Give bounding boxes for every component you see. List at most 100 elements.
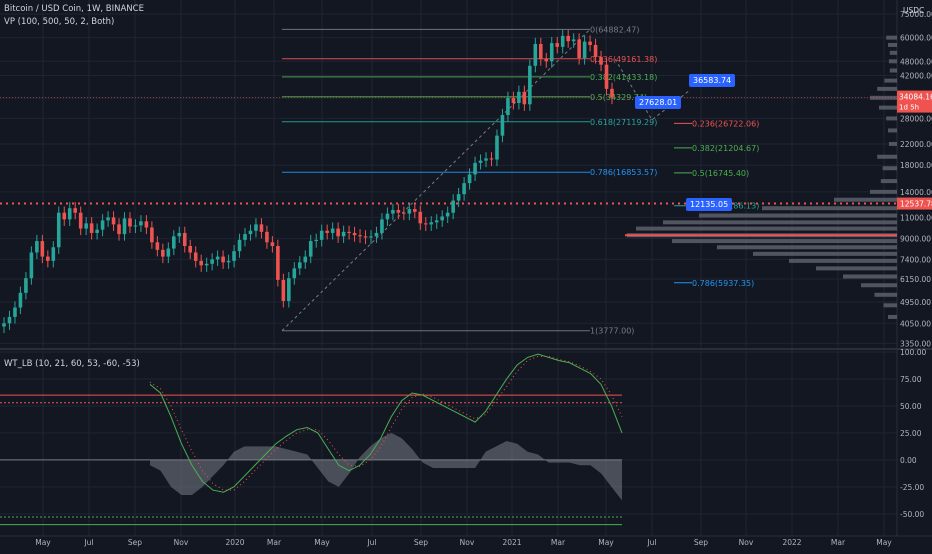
candle-26 [144,221,149,228]
candle-69 [380,219,384,233]
time-tick-7: Jul [366,538,376,547]
fib-label-0: 0(64882.47) [590,25,640,34]
price-tick-3: 42000.00 [900,71,932,80]
candle-98 [538,44,543,60]
fib-label-4: 0.618(27119.29) [590,118,657,127]
candle-41 [226,260,231,263]
candle-36 [199,260,203,266]
candle-39 [215,256,220,260]
candle-4 [24,278,28,293]
candle-73 [402,212,406,214]
candle-65 [358,235,362,237]
osc-tick-5: -25.00 [900,483,924,492]
candle-32 [177,232,182,237]
price-tick-0: 75000.00 [900,10,932,19]
candle-16 [89,223,94,233]
candle-68 [374,232,379,237]
time-tick-2: Sep [128,538,142,547]
candle-79 [434,220,439,223]
volume-profile-label[interactable]: VP (100, 500, 50, 2, Both) [4,17,115,27]
projection-badge-3[interactable]: 12135.05 [686,198,733,211]
price-tick-10: 11000.00 [900,213,932,222]
candle-44 [243,234,247,240]
time-tick-18: May [876,538,892,547]
price-tick-12: 7400.00 [900,255,931,264]
fib-label-6: 1(3777.00) [590,327,634,336]
vp-bar-12 [877,154,897,159]
vp-bar-0 [886,35,897,40]
candle-22 [122,218,127,235]
time-tick-3: Nov [174,538,189,547]
candle-97 [533,44,538,66]
candle-40 [221,256,225,263]
fib-ext-label-1: 0.382(21204.67) [692,144,759,153]
candle-89 [489,158,494,160]
vp-bar-25 [789,258,897,263]
volume-profile [627,35,897,319]
candle-58 [319,230,324,240]
candle-45 [248,230,253,235]
candle-72 [396,209,401,213]
vp-bar-10 [888,128,897,133]
symbol-title[interactable]: Bitcoin / USD Coin, 1W, BINANCE [4,4,144,14]
time-tick-16: 2022 [782,538,801,547]
vp-bar-11 [888,141,897,146]
vp-bar-1 [888,42,897,47]
projection-badge-2[interactable]: 27628.01 [635,96,682,109]
candle-91 [500,115,505,136]
current-price-tag-box [897,90,932,113]
candle-30 [166,248,171,257]
time-tick-14: Sep [694,538,708,547]
candle-47 [259,224,264,232]
candle-20 [111,217,116,225]
vp-bar-30 [883,303,897,308]
candle-67 [369,236,373,238]
osc-histogram [150,432,622,501]
time-tick-6: May [314,538,330,547]
vp-bar-29 [874,292,897,297]
candle-99 [544,59,549,62]
fib-label-5: 0.786(16853.57) [590,168,657,177]
candle-94 [517,91,521,103]
fib-ext-label-4: 0.786(5937.35) [692,279,754,288]
candle-64 [352,232,357,236]
time-tick-4: 2020 [225,538,244,547]
price-tick-6: 22000.00 [900,140,932,149]
wavetrend-label[interactable]: WT_LB (10, 21, 60, 53, -60, -53) [4,359,140,369]
candle-81 [445,212,450,217]
vp-bar-23 [717,245,897,250]
candle-70 [385,213,390,220]
vp-bar-24 [753,251,897,256]
candle-34 [188,245,193,253]
candle-11 [62,212,67,220]
candle-23 [128,218,132,227]
candle-60 [330,228,335,233]
vp-bar-5 [884,78,897,83]
osc-line-wt2 [149,355,623,491]
candle-14 [78,212,83,229]
price-tick-15: 4050.00 [900,319,931,328]
candle-101 [555,43,560,47]
candle-55 [303,256,308,263]
vp-bar-14 [880,179,897,184]
price-tick-1: 60000.00 [900,34,932,43]
candle-77 [423,223,428,225]
candle-93 [511,97,516,103]
candle-107 [588,41,592,45]
candle-15 [84,223,88,229]
vp-bar-2 [889,50,897,55]
projection-badge-1[interactable]: 36583.74 [689,74,736,87]
candle-18 [100,220,105,230]
osc-tick-3: 25.00 [900,429,922,438]
vp-bar-9 [886,116,897,121]
time-tick-0: May [35,538,51,547]
time-tick-17: Mar [831,538,846,547]
candles [2,29,614,334]
extra-price-tag: 12537.78 [900,200,932,209]
candle-95 [522,91,527,105]
candle-42 [232,251,236,261]
candle-105 [577,39,581,59]
vp-bar-13 [882,166,897,171]
candle-102 [560,35,565,47]
